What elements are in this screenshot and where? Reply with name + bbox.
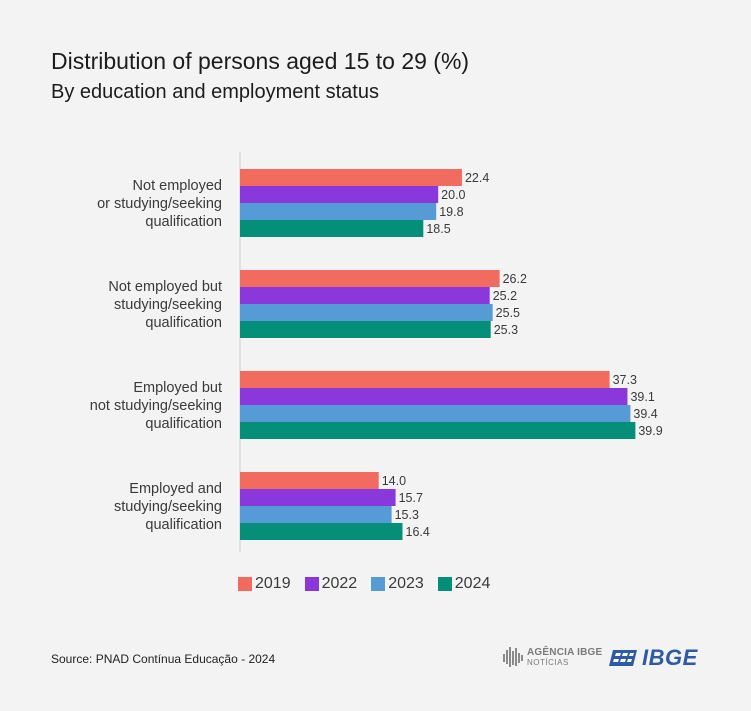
data-label-2022: 15.7 (399, 491, 423, 505)
legend-item-2023: 2023 (371, 575, 424, 593)
legend-label-2022: 2022 (321, 575, 358, 592)
category-label-line: qualification (145, 315, 222, 331)
category-label-line: not studying/seeking (90, 398, 222, 414)
category-label: Employed and studying/seeking qualificatio… (114, 481, 222, 533)
category-label-line: Employed but (133, 380, 222, 396)
legend-swatch-2022 (304, 577, 319, 591)
legend-item-2019: 2019 (238, 575, 291, 593)
bar-2022 (240, 186, 439, 203)
bar-2022 (240, 287, 490, 304)
data-label-2024: 25.3 (494, 323, 518, 337)
chart-title: Distribution of persons aged 15 to 29 (%… (51, 48, 470, 74)
legend-swatch-2019 (238, 577, 252, 591)
data-label-2019: 26.2 (503, 272, 527, 286)
bar-2023 (240, 304, 493, 321)
bar-2024 (240, 422, 636, 439)
data-label-2019: 37.3 (613, 373, 637, 387)
bar-2019 (240, 472, 379, 489)
data-label-2022: 25.2 (493, 289, 517, 303)
data-label-2024: 16.4 (406, 525, 430, 539)
category-label-line: qualification (145, 517, 222, 533)
bar-2019 (240, 270, 500, 287)
data-label-2023: 39.4 (633, 407, 657, 421)
data-label-2023: 25.5 (496, 306, 520, 320)
category-label: Employed but not studying/seeking qualific… (90, 380, 222, 432)
legend-swatch-2024 (437, 577, 452, 591)
ibge-logo[interactable]: IBGE (609, 646, 698, 670)
agencia-logo-name: AGÊNCIA IBGE (527, 647, 603, 658)
category-label-line: Not employed (133, 178, 222, 194)
legend-item-2022: 2022 (304, 575, 358, 593)
chart-subtitle: By education and employment status (51, 81, 379, 103)
legend: 2019 2022 2023 2024 (238, 575, 490, 593)
bar-2024 (240, 523, 403, 540)
bar-2022 (240, 388, 628, 405)
legend-label-2024: 2024 (454, 575, 491, 592)
legend-swatch-2023 (371, 577, 386, 591)
category-label-line: qualification (145, 416, 222, 432)
legend-item-2024: 2024 (437, 575, 491, 593)
legend-label-2019: 2019 (255, 575, 291, 592)
bar-2023 (240, 203, 437, 220)
data-label-2019: 22.4 (465, 171, 489, 185)
data-label-2024: 18.5 (426, 222, 450, 236)
category-label-line: Not employed but (108, 279, 222, 295)
data-label-2019: 14.0 (382, 474, 406, 488)
data-label-2023: 19.8 (439, 205, 463, 219)
data-label-2024: 39.9 (638, 424, 662, 438)
ibge-logo-text: IBGE (642, 645, 698, 670)
agencia-bars-icon (503, 647, 523, 667)
category-label: Not employed but studying/seeking qualific… (108, 279, 222, 331)
agencia-ibge-logo[interactable]: AGÊNCIA IBGE NOTÍCIAS (503, 646, 602, 668)
category-label-line: studying/seeking (114, 499, 222, 515)
bar-2023 (240, 405, 631, 422)
data-label-2022: 20.0 (441, 188, 465, 202)
category-label-line: or studying/seeking (97, 196, 222, 212)
ibge-mark-icon (609, 650, 637, 666)
bar-2024 (240, 321, 491, 338)
category-label-line: qualification (145, 214, 222, 230)
bar-2022 (240, 489, 396, 506)
bar-2019 (240, 169, 462, 186)
category-label-line: studying/seeking (114, 297, 222, 313)
data-label-2022: 39.1 (630, 390, 654, 404)
agencia-logo-sub: NOTÍCIAS (527, 658, 569, 667)
bar-2023 (240, 506, 392, 523)
data-label-2023: 15.3 (395, 508, 419, 522)
bar-2024 (240, 220, 424, 237)
bar-chart: Not employed or studying/seeking qualifica… (90, 152, 663, 552)
category-label: Not employed or studying/seeking qualifica… (97, 178, 222, 230)
legend-label-2023: 2023 (388, 575, 424, 592)
source-note: Source: PNAD Contínua Educação - 2024 (51, 652, 276, 666)
category-label-line: Employed and (129, 481, 222, 497)
bar-2019 (240, 371, 610, 388)
